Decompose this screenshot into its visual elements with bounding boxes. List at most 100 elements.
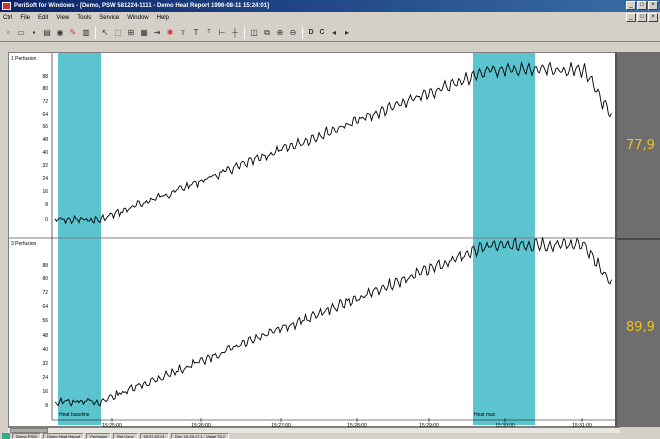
cursor-icon[interactable]: ⇥	[153, 27, 161, 37]
y-tick: 80	[42, 86, 48, 92]
x-tick-label: 15:27:00	[271, 423, 291, 429]
y-tick: 32	[42, 361, 48, 367]
mark-icon[interactable]: ✱	[166, 27, 174, 37]
y-tick: 72	[42, 99, 48, 105]
menu-bar: Ctrl File Edit View Tools Service Window…	[0, 12, 660, 24]
x-tick-label: 15:25:00	[102, 423, 122, 429]
status-elapsed: 00:07:22:01	[139, 433, 169, 439]
doc-restore-button[interactable]: □	[637, 13, 647, 22]
y-tick: 56	[42, 124, 48, 130]
text-down-icon[interactable]: ᵀ	[207, 27, 211, 37]
y-tick: 40	[42, 347, 48, 353]
menu-help[interactable]: Help	[156, 15, 169, 21]
minimize-button[interactable]: _	[626, 1, 636, 10]
y-tick: 88	[42, 74, 48, 80]
x-tick-label: 15:26:00	[191, 423, 211, 429]
range-icon[interactable]: ⊢	[218, 27, 226, 37]
band-label-baseline: Heat baseline	[59, 412, 90, 418]
close-button[interactable]: ×	[648, 1, 658, 10]
text-icon[interactable]: ᴛ	[181, 27, 185, 37]
menu-ctrl[interactable]: Ctrl	[3, 15, 13, 21]
select-icon[interactable]: ⬚	[114, 27, 122, 37]
x-tick-label: 15:29:00	[419, 423, 439, 429]
y-tick: 72	[42, 290, 48, 296]
y-tick: 16	[42, 189, 48, 195]
y-tick: 0	[45, 217, 48, 223]
text-up-icon[interactable]: T	[193, 27, 199, 37]
print-preview-icon[interactable]: ▤	[43, 27, 51, 37]
zoom-out-icon[interactable]: ⊖	[289, 27, 297, 37]
new-icon[interactable]: ▫	[6, 27, 10, 37]
crosshair-icon[interactable]: ┼	[232, 27, 238, 37]
panel-label-1: 1 Perfusion	[11, 56, 37, 62]
y-tick: 24	[42, 375, 48, 381]
y-tick: 48	[42, 333, 48, 339]
horizontal-scrollbar[interactable]	[8, 427, 620, 433]
pointer-icon[interactable]: ↖	[101, 27, 109, 37]
menu-view[interactable]: View	[56, 15, 70, 21]
maximize-button[interactable]: □	[637, 1, 647, 10]
status-channel: Perfusion	[86, 433, 112, 439]
graph-area[interactable]	[8, 52, 660, 427]
status-icon	[2, 433, 10, 439]
app-icon[interactable]	[2, 2, 11, 10]
doc-close-button[interactable]: ×	[648, 13, 658, 22]
zoom-in-icon[interactable]: ⊕	[276, 27, 284, 37]
save-icon[interactable]: ▪	[32, 27, 36, 37]
scrollbar-thumb[interactable]	[10, 428, 48, 433]
menu-tools[interactable]: Tools	[77, 15, 92, 21]
split-icon[interactable]: ◫	[250, 27, 258, 37]
x-tick-marks	[111, 418, 583, 422]
menu-edit[interactable]: Edit	[38, 15, 49, 21]
trace-group	[54, 61, 612, 407]
y-tick: 8	[45, 403, 48, 409]
title-bar: PeriSoft for Windows - [Demo, PSW 581224…	[0, 0, 660, 12]
copy-icon[interactable]: ⧉	[264, 27, 270, 37]
y-tick: 16	[42, 389, 48, 395]
y-tick: 8	[45, 202, 48, 208]
zoom-box-icon[interactable]: ⊞	[127, 27, 135, 37]
perfusion-3-trace	[54, 237, 612, 407]
menu-service[interactable]: Service	[99, 15, 120, 21]
open-icon[interactable]: ▭	[17, 27, 25, 37]
letter-d-button[interactable]: D	[308, 28, 314, 36]
grid-icon[interactable]: ▦	[140, 27, 148, 37]
y-tick: 24	[42, 176, 48, 182]
readout-divider	[615, 238, 660, 240]
toolbar-separator	[95, 26, 96, 39]
toolbar-separator	[244, 26, 245, 39]
y-tick: 88	[42, 263, 48, 269]
y-tick: 64	[42, 112, 48, 118]
perfusion-1-value: 77,9	[626, 138, 655, 153]
x-tick-label: 15:30:00	[495, 423, 515, 429]
y-tick: 64	[42, 304, 48, 310]
toolbar: ▫ ▭ ▪ ▤ ◉ ✎ ▥ ↖ ⬚ ⊞ ▦ ⇥ ✱ ᴛ T ᵀ ⊢ ┼ ◫ ⧉ …	[0, 24, 660, 42]
status-cursor-value: Dev. 15.29.17.1 - Value 75.2	[170, 433, 230, 439]
y-tick: 32	[42, 163, 48, 169]
x-tick-label: 15:28:00	[347, 423, 367, 429]
window-title: PeriSoft for Windows - [Demo, PSW 581224…	[14, 3, 270, 9]
print-icon[interactable]: ▥	[82, 27, 90, 37]
menu-window[interactable]: Window	[127, 15, 149, 21]
panel-label-3: 3 Perfusion	[11, 241, 37, 247]
document-controls: _ □ ×	[626, 13, 658, 22]
band-heat-baseline	[58, 53, 101, 425]
window-controls: _ □ ×	[626, 1, 658, 10]
status-report: Demo Heat Report	[42, 433, 85, 439]
menu-file[interactable]: File	[20, 15, 31, 21]
y-tick: 56	[42, 318, 48, 324]
marker-icon[interactable]: ✎	[69, 27, 77, 37]
arrow-left-icon[interactable]: ◂	[331, 27, 336, 37]
y-tick: 80	[42, 276, 48, 282]
record-icon[interactable]: ◉	[56, 27, 64, 37]
band-heat-max	[473, 53, 535, 425]
arrow-right-icon[interactable]: ▸	[344, 27, 349, 37]
band-label-max: Heat max	[474, 412, 496, 418]
doc-minimize-button[interactable]: _	[626, 13, 636, 22]
letter-c-button[interactable]: C	[319, 28, 325, 36]
perfusion-3-value: 89,9	[626, 320, 655, 335]
y-tick: 40	[42, 150, 48, 156]
perfusion-1-trace	[54, 61, 612, 225]
status-mode: Rel.Conc	[113, 433, 138, 439]
